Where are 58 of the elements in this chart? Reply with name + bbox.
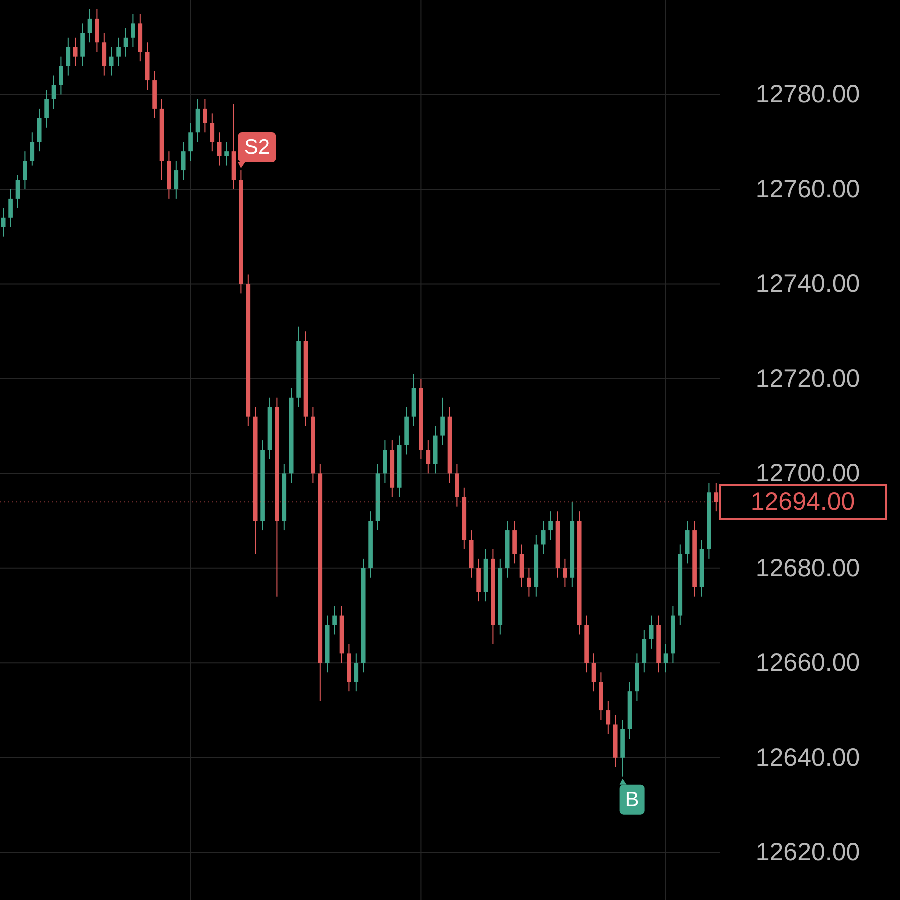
candlestick xyxy=(88,8,92,44)
annotation: B xyxy=(625,788,640,812)
candlestick xyxy=(642,630,647,674)
candlestick xyxy=(116,37,121,67)
candlestick xyxy=(455,464,460,508)
y-tick-label: 12700.00 xyxy=(756,460,860,488)
candlestick xyxy=(188,122,193,162)
candlestick xyxy=(520,544,524,588)
candlestick xyxy=(383,440,388,484)
candlestick xyxy=(37,108,42,152)
candlestick xyxy=(512,520,517,564)
candlestick xyxy=(592,653,596,692)
candlestick xyxy=(73,37,78,67)
candlestick xyxy=(224,142,229,166)
candlestick xyxy=(8,188,13,228)
candlestick xyxy=(52,75,56,110)
candlestick xyxy=(606,700,611,735)
candlestick xyxy=(1,208,6,238)
y-tick-label: 12680.00 xyxy=(756,554,860,582)
y-tick-label: 12740.00 xyxy=(756,270,860,298)
candlestick xyxy=(476,558,481,602)
candlestick xyxy=(649,615,654,650)
candlestick xyxy=(664,644,668,674)
candlestick xyxy=(80,23,85,67)
candlestick xyxy=(95,8,100,53)
candlestick xyxy=(563,558,568,588)
y-tick-label: 12720.00 xyxy=(756,364,860,393)
candlestick xyxy=(541,520,546,555)
candlestick xyxy=(30,132,35,166)
y-tick-label: 12640.00 xyxy=(756,744,860,772)
ref-line-label: 12694.00 xyxy=(750,488,856,516)
candlestick xyxy=(102,32,107,76)
candlestick xyxy=(332,606,337,636)
y-tick-label: 12760.00 xyxy=(756,175,860,204)
candlestick xyxy=(66,37,71,76)
y-tick-label: 12620.00 xyxy=(756,838,860,867)
candlestick xyxy=(131,14,136,48)
candlestick xyxy=(59,56,64,96)
candlestick xyxy=(174,160,179,200)
candlestick xyxy=(16,174,20,209)
candlestick xyxy=(44,90,49,128)
candlestick xyxy=(23,151,28,190)
candlestick xyxy=(548,511,553,540)
candlestick xyxy=(196,98,200,143)
candlestick xyxy=(527,568,532,598)
candlestick xyxy=(203,98,208,134)
annotation: S2 xyxy=(244,136,270,160)
y-tick-label: 12660.00 xyxy=(756,649,860,678)
y-tick-label: 12780.00 xyxy=(756,80,860,109)
candlestick xyxy=(181,142,186,180)
candlestick xyxy=(217,132,222,166)
candlestick xyxy=(210,113,215,152)
candlestick xyxy=(685,520,690,564)
candlestick xyxy=(440,397,445,446)
candlestick xyxy=(354,653,359,692)
candlestick xyxy=(124,28,128,58)
candlestick xyxy=(109,46,114,76)
candlestick xyxy=(426,440,431,474)
